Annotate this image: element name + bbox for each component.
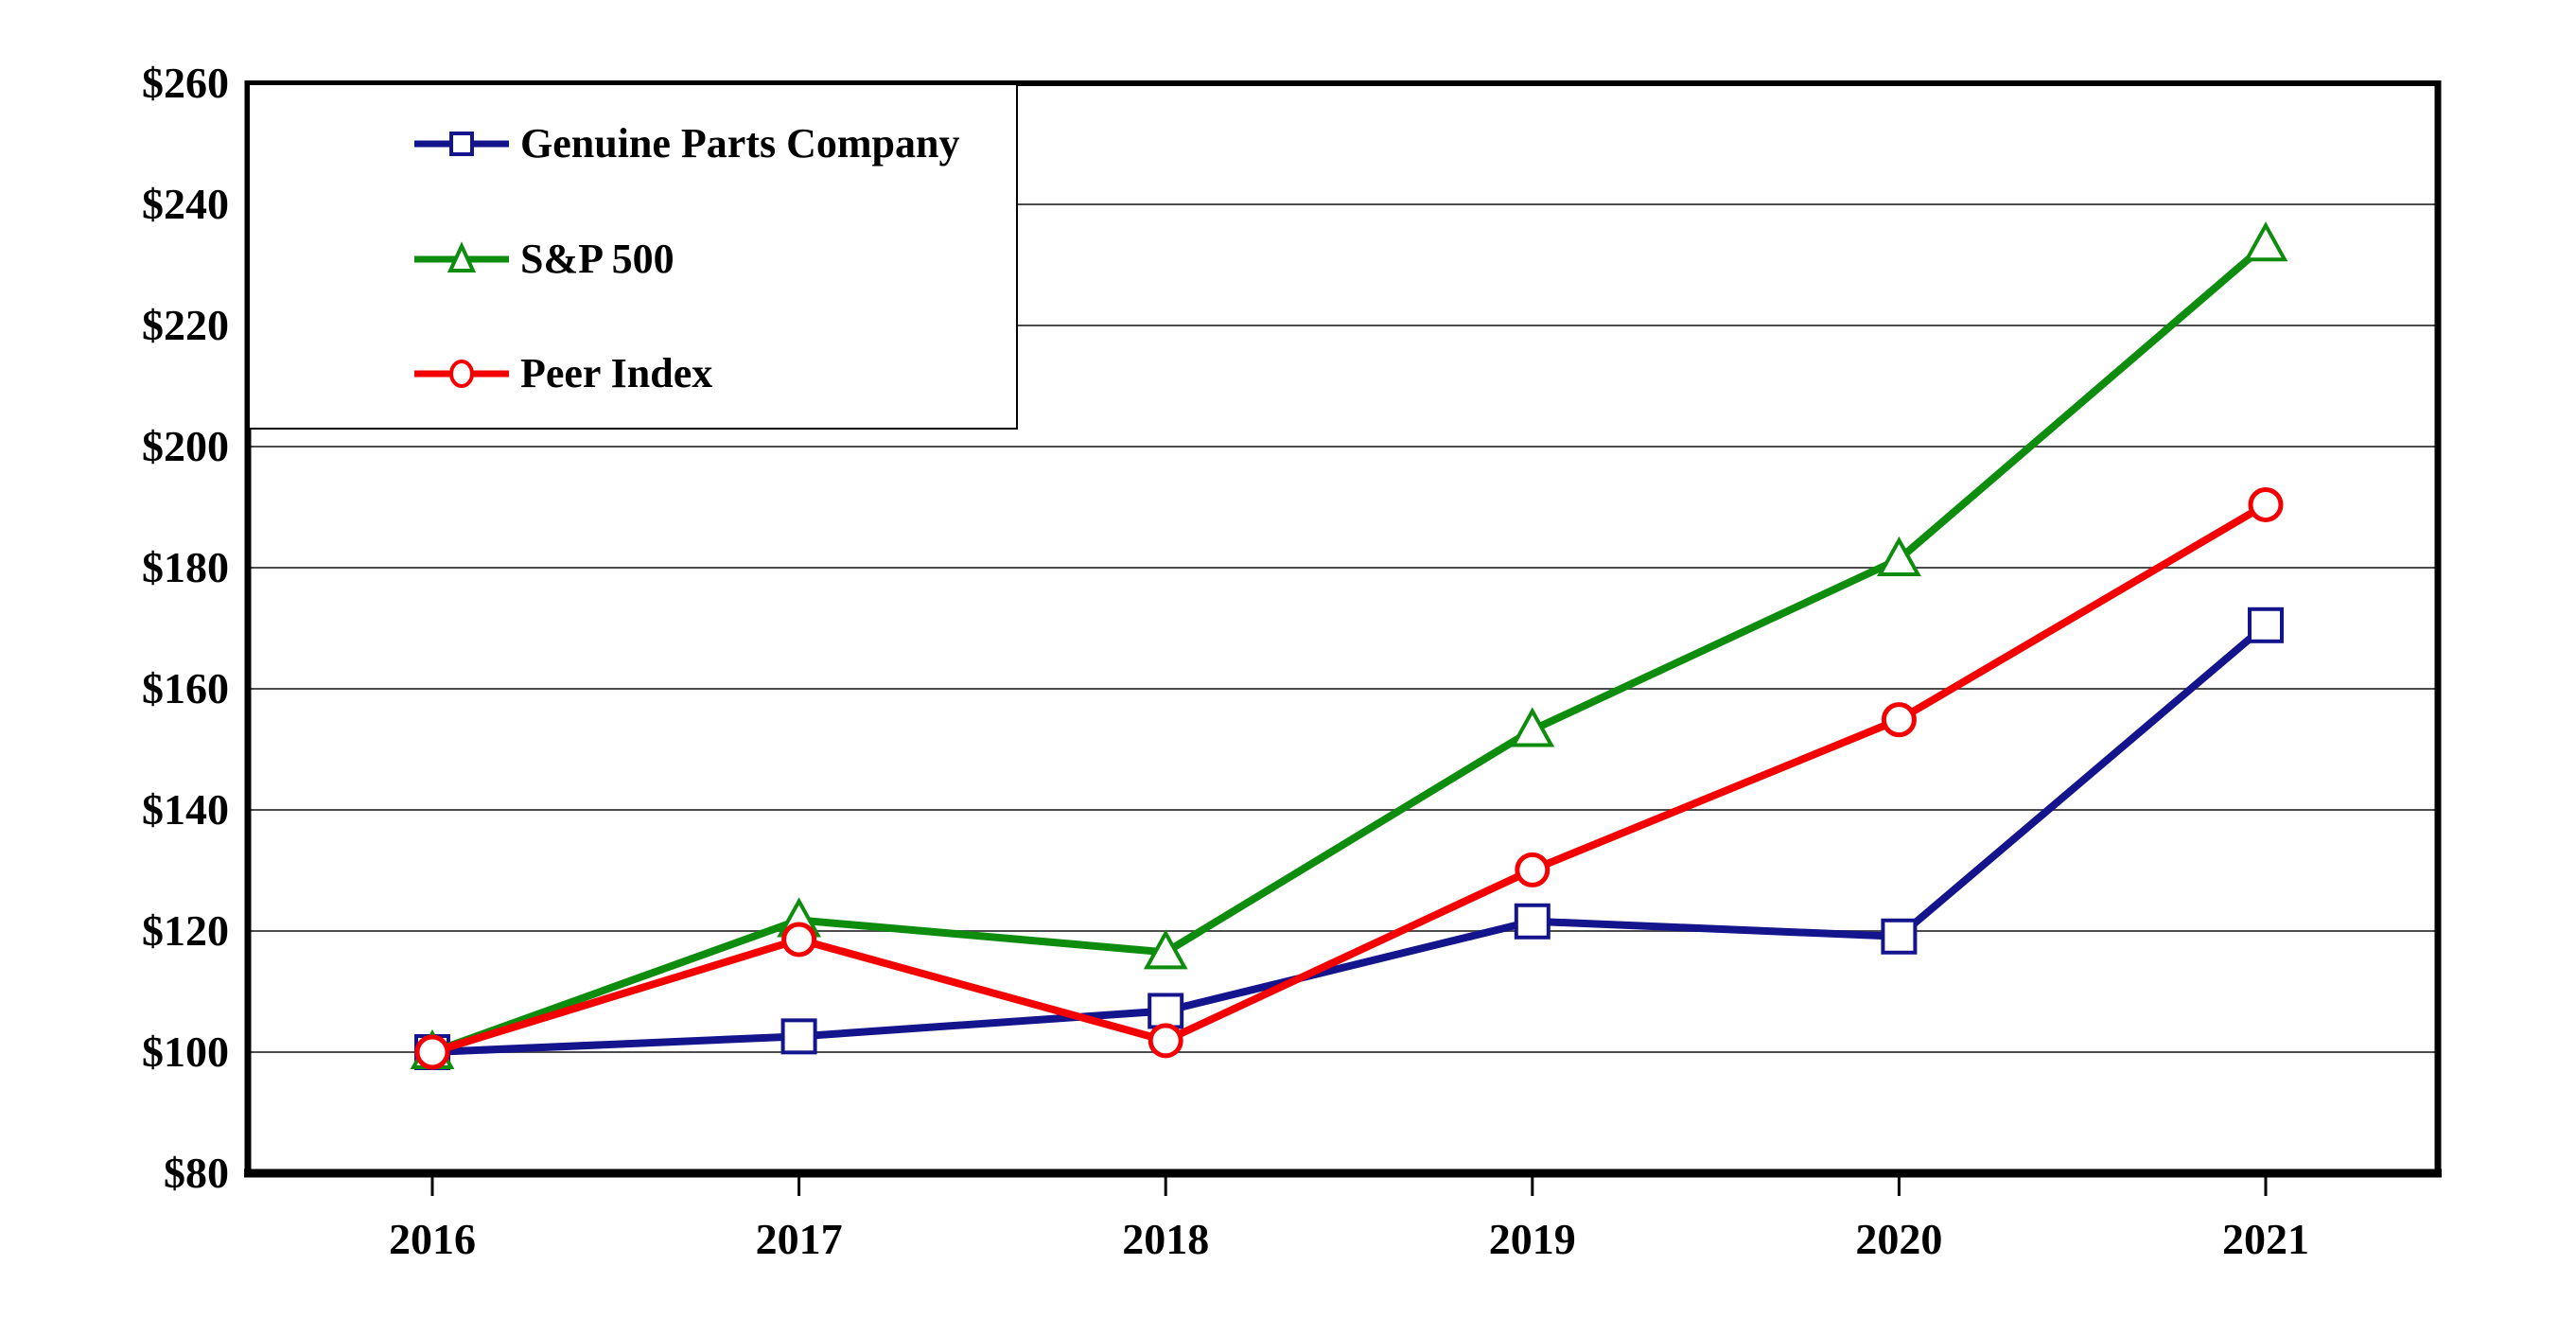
y-tick-label: $260 bbox=[142, 59, 229, 107]
x-tick-label: 2021 bbox=[2222, 1215, 2309, 1263]
data-point-circle bbox=[414, 1034, 450, 1070]
y-tick-label: $100 bbox=[142, 1028, 229, 1076]
chart-legend: Genuine Parts Company S&P 500 Peer Index bbox=[248, 83, 1018, 430]
data-point-square bbox=[1514, 903, 1551, 940]
y-tick-label: $220 bbox=[142, 301, 229, 349]
series-line bbox=[429, 501, 2269, 1056]
series-line bbox=[429, 240, 2269, 1056]
data-point-circle bbox=[1515, 852, 1551, 887]
data-point-circle bbox=[1148, 1023, 1183, 1059]
x-tick-label: 2016 bbox=[389, 1215, 476, 1263]
y-tick-label: $120 bbox=[142, 906, 229, 955]
y-tick-label: $80 bbox=[164, 1149, 229, 1197]
legend-item-sp500: S&P 500 bbox=[412, 237, 675, 282]
data-point-triangle bbox=[1510, 707, 1555, 747]
data-point-square bbox=[2248, 606, 2284, 643]
data-point-triangle bbox=[2243, 221, 2288, 262]
data-point-circle bbox=[1881, 702, 1917, 738]
legend-item-peer-index: Peer Index bbox=[412, 351, 712, 396]
data-point-square bbox=[1881, 918, 1918, 955]
data-point-square bbox=[780, 1018, 817, 1055]
y-tick-label: $240 bbox=[142, 180, 229, 228]
y-tick-label: $160 bbox=[142, 664, 229, 712]
data-point-triangle bbox=[1143, 929, 1188, 970]
legend-label: Genuine Parts Company bbox=[520, 120, 960, 167]
data-point-circle bbox=[781, 922, 817, 958]
series-line bbox=[429, 621, 2269, 1056]
x-tick-label: 2020 bbox=[1855, 1215, 1943, 1263]
x-tick-label: 2019 bbox=[1488, 1215, 1576, 1263]
triangle-series-icon bbox=[414, 241, 509, 272]
y-tick-label: $180 bbox=[142, 543, 229, 591]
legend-item-genuine-parts-company: Genuine Parts Company bbox=[412, 121, 959, 167]
y-tick-label: $140 bbox=[142, 785, 229, 834]
circle-series-icon bbox=[414, 360, 509, 388]
data-point-square bbox=[1148, 993, 1184, 1029]
data-point-triangle bbox=[1877, 536, 1921, 577]
legend-label: S&P 500 bbox=[520, 236, 675, 282]
x-tick-label: 2018 bbox=[1122, 1215, 1210, 1263]
y-tick-label: $200 bbox=[142, 422, 229, 470]
legend-label: Peer Index bbox=[520, 350, 713, 396]
x-tick-label: 2017 bbox=[755, 1215, 843, 1263]
data-point-circle bbox=[2248, 486, 2284, 522]
square-series-icon bbox=[414, 132, 509, 156]
